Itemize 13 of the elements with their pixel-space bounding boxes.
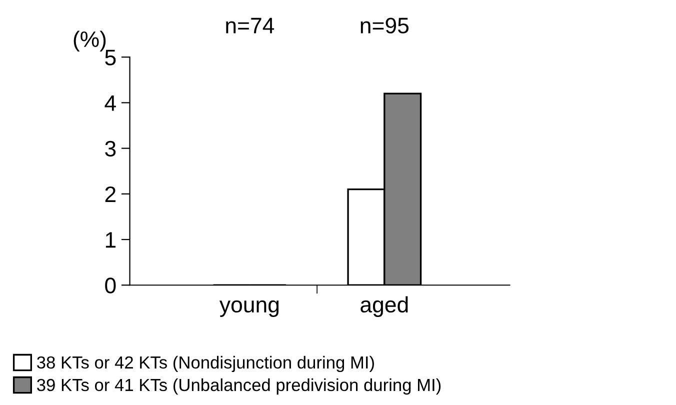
y-axis-title: (%) <box>74 30 106 52</box>
y-tick-label: 2 <box>105 186 116 202</box>
y-tick-label: 1 <box>106 232 116 248</box>
y-tick-label: 5 <box>105 50 116 66</box>
y-tick-label: 3 <box>105 140 116 157</box>
text: n=74 <box>226 18 274 34</box>
x-tick-label: young <box>219 300 279 317</box>
x-tick-label: aged <box>360 296 408 317</box>
legend-label: 38 KTs or 42 KTs (Nondisjunction during MI) <box>37 356 374 372</box>
legend-label: 39 KTs or 41 KTs (Unbalanced predivision during MI) <box>37 378 441 395</box>
y-tick-label: 0 <box>105 278 116 294</box>
text: n=95 <box>360 18 409 34</box>
y-tick-label: 4 <box>104 95 116 111</box>
